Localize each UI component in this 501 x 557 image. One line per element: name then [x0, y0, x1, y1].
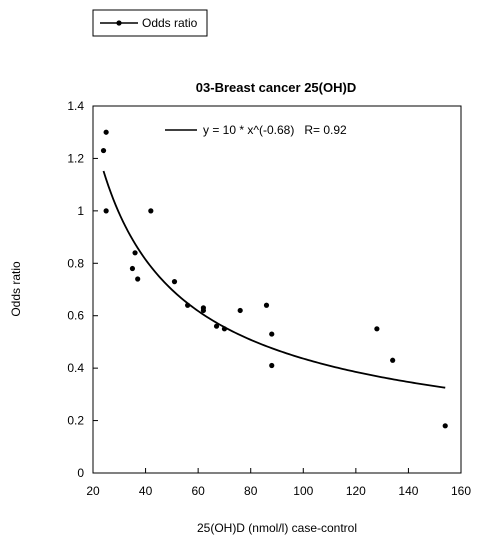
x-tick-label: 40	[139, 484, 153, 498]
y-axis-label: Odds ratio	[9, 261, 23, 317]
data-points	[100, 129, 448, 429]
data-point	[213, 323, 220, 329]
data-point	[129, 265, 136, 272]
data-point	[221, 326, 228, 332]
y-tick-label: 0.2	[67, 414, 84, 428]
fit-equation-label: y = 10 * x^(-0.68) R= 0.92	[203, 123, 347, 137]
x-tick-label: 160	[451, 484, 471, 498]
data-point	[269, 331, 275, 337]
y-tick-label: 1	[77, 204, 84, 218]
data-point	[171, 279, 178, 285]
x-tick-label: 60	[191, 484, 205, 498]
data-point	[100, 147, 107, 154]
plot-area	[92, 105, 462, 474]
data-point	[103, 208, 109, 214]
legend-entry-label: Odds ratio	[142, 16, 198, 30]
data-point	[148, 208, 154, 214]
axis-ticks: 20 40 60 80 100 120 140 160 0 0.2 0.4 0.6 0.8 1 1.2 1.4	[67, 99, 471, 498]
y-tick-label: 1.2	[67, 151, 84, 165]
legend: Odds ratio	[92, 9, 208, 37]
x-axis-label: 25(OH)D (nmol/l) case-control	[197, 521, 357, 535]
x-tick-label: 100	[293, 484, 313, 498]
x-tick-label: 120	[346, 484, 366, 498]
x-tick-label: 140	[398, 484, 418, 498]
data-point	[269, 362, 275, 369]
y-tick-label: 0	[77, 466, 84, 480]
legend-marker	[116, 20, 122, 26]
y-tick-label: 0.4	[67, 361, 84, 375]
data-point	[237, 307, 243, 314]
data-point	[200, 305, 206, 311]
y-tick-label: 0.6	[67, 309, 84, 323]
data-point	[132, 250, 138, 256]
y-tick-label: 0.8	[67, 256, 84, 270]
data-point	[390, 357, 396, 363]
x-tick-label: 80	[244, 484, 258, 498]
data-point	[185, 302, 191, 308]
x-tick-label: 20	[86, 484, 100, 498]
data-point	[135, 276, 141, 282]
data-point	[374, 326, 380, 332]
y-tick-label: 1.4	[67, 99, 84, 113]
fit-annotation: y = 10 * x^(-0.68) R= 0.92	[165, 123, 347, 137]
fit-curve-group	[102, 170, 446, 389]
data-point	[103, 129, 109, 135]
data-point	[263, 302, 270, 308]
fit-curve	[102, 170, 446, 389]
data-point	[442, 423, 448, 429]
chart-title: 03-Breast cancer 25(OH)D	[196, 80, 356, 95]
